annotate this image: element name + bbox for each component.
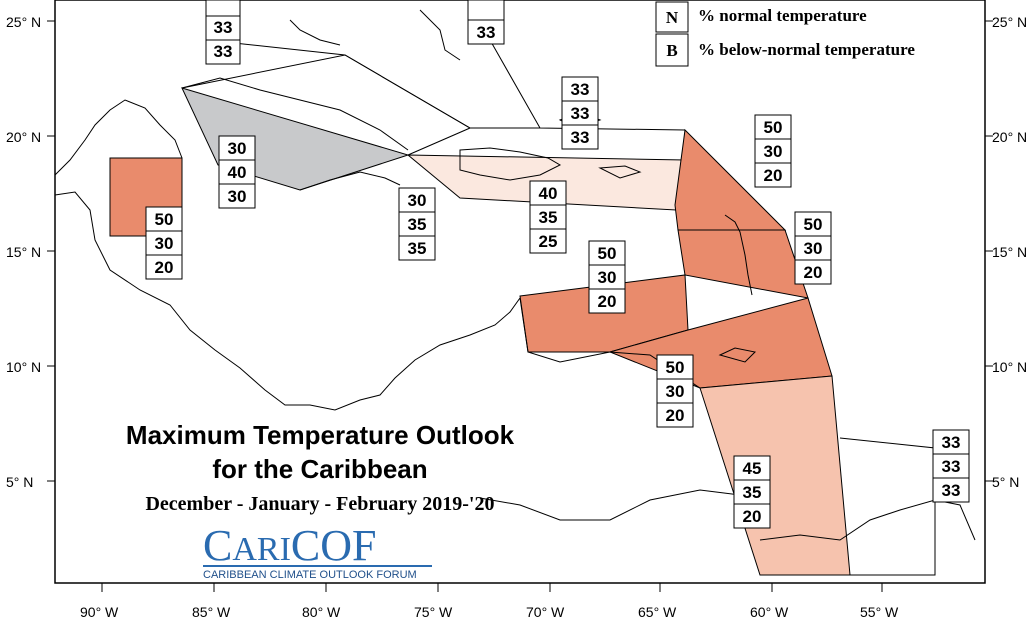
longitude-labels: 90° W 85° W 80° W 75° W 70° W 65° W 60° … (80, 604, 899, 620)
logo-wordmark: CARICOF (203, 521, 377, 570)
lat-label: 10° N (992, 359, 1027, 375)
prob-above: 50 (666, 358, 685, 377)
map-title-line1: Maximum Temperature Outlook (126, 420, 515, 450)
prob-box-turks: 33 (467, 0, 505, 45)
legend-label-below: % below-normal temperature (698, 40, 915, 59)
lat-label: 5° N (6, 474, 33, 490)
zone-leeward-2 (677, 229, 809, 299)
legend-key-normal: N (666, 8, 679, 27)
legend: N % normal temperature B % below-normal … (655, 1, 915, 67)
prob-box-trinidad: 50 30 20 (656, 354, 694, 428)
lat-label: 15° N (992, 244, 1027, 260)
lat-label: 15° N (6, 244, 41, 260)
prob-normal: 33 (477, 23, 496, 42)
legend-key-below: B (666, 41, 677, 60)
coastlines (54, 9, 976, 541)
season-subtitle: December - January - February 2019-'20 (145, 493, 494, 515)
prob-normal: 30 (764, 142, 783, 161)
zone-outline-guianas (839, 437, 936, 576)
lon-label: 70° W (526, 604, 565, 620)
lon-label: 55° W (860, 604, 899, 620)
prob-normal: 33 (571, 104, 590, 123)
prob-normal: 33 (942, 457, 961, 476)
prob-box-cuba: 30 40 30 (218, 135, 256, 209)
prob-below: 20 (666, 406, 685, 425)
prob-above: 30 (228, 139, 247, 158)
prob-below: 33 (571, 128, 590, 147)
map-frame (54, 0, 986, 584)
prob-normal: 35 (539, 208, 558, 227)
axis-ticks (47, 20, 993, 592)
logo-subtext: CARIBBEAN CLIMATE OUTLOOK FORUM (203, 569, 417, 581)
prob-normal: 40 (228, 163, 247, 182)
prob-box-atlantic: 33 33 33 (561, 76, 599, 150)
lat-label: 10° N (6, 359, 41, 375)
lon-label: 80° W (302, 604, 341, 620)
prob-above: 33 (942, 433, 961, 452)
prob-box-belize: 50 30 20 (145, 206, 183, 280)
prob-above: 33 (571, 80, 590, 99)
prob-above: 30 (408, 191, 427, 210)
lat-label: 25° N (6, 14, 41, 30)
prob-box-hispaniola: 40 35 25 (529, 180, 567, 254)
prob-box-abc: 50 30 20 (588, 240, 626, 314)
prob-above: 40 (539, 184, 558, 203)
prob-below: 20 (598, 292, 617, 311)
prob-box-windward: 50 30 20 (794, 211, 832, 285)
prob-box-guyana: 45 35 20 (733, 455, 771, 529)
lon-label: 65° W (638, 604, 677, 620)
latitude-labels-left: 25° N 20° N 15° N 10° N 5° N (6, 14, 41, 490)
prob-above: 50 (764, 118, 783, 137)
zone-guyana (699, 375, 851, 576)
prob-below: 35 (408, 239, 427, 258)
prob-box-jamaica: 30 35 35 (398, 187, 436, 261)
prob-box-suriname: 33 33 33 (932, 429, 970, 503)
prob-normal: 30 (598, 268, 617, 287)
zone-outline-atlantic (181, 54, 472, 156)
prob-normal: 30 (155, 234, 174, 253)
prob-below: 33 (942, 481, 961, 500)
prob-box-leeward: 50 30 20 (754, 114, 792, 188)
lat-label: 25° N (992, 14, 1027, 30)
prob-above: 50 (598, 244, 617, 263)
caricof-logo: CARICOF CARIBBEAN CLIMATE OUTLOOK FORUM (203, 521, 432, 581)
lon-label: 60° W (750, 604, 789, 620)
lon-label: 75° W (414, 604, 453, 620)
lat-label: 20° N (992, 129, 1027, 145)
prob-above: 50 (804, 215, 823, 234)
prob-below: 33 (214, 42, 233, 61)
lon-label: 90° W (80, 604, 119, 620)
prob-above: 50 (155, 210, 174, 229)
lat-label: 20° N (6, 129, 41, 145)
prob-below: 20 (743, 507, 762, 526)
legend-label-normal: % normal temperature (698, 6, 867, 25)
lat-label: 5° N (992, 474, 1019, 490)
zone-outline-turks (489, 39, 686, 131)
prob-normal: 35 (743, 483, 762, 502)
prob-below: 30 (228, 187, 247, 206)
latitude-labels-right: 25° N 20° N 15° N 10° N 5° N (992, 14, 1027, 490)
prob-below: 20 (155, 258, 174, 277)
prob-normal: 30 (666, 382, 685, 401)
prob-below: 20 (764, 166, 783, 185)
lon-label: 85° W (192, 604, 231, 620)
zone-cuba-below (181, 87, 410, 191)
prob-below: 20 (804, 263, 823, 282)
prob-normal: 33 (214, 18, 233, 37)
prob-normal: 35 (408, 215, 427, 234)
prob-normal: 30 (804, 239, 823, 258)
prob-above: 45 (743, 459, 762, 478)
prob-box-bahamas: 33 33 (205, 0, 241, 65)
map-title-line2: for the Caribbean (212, 454, 427, 484)
prob-below: 25 (539, 232, 558, 251)
